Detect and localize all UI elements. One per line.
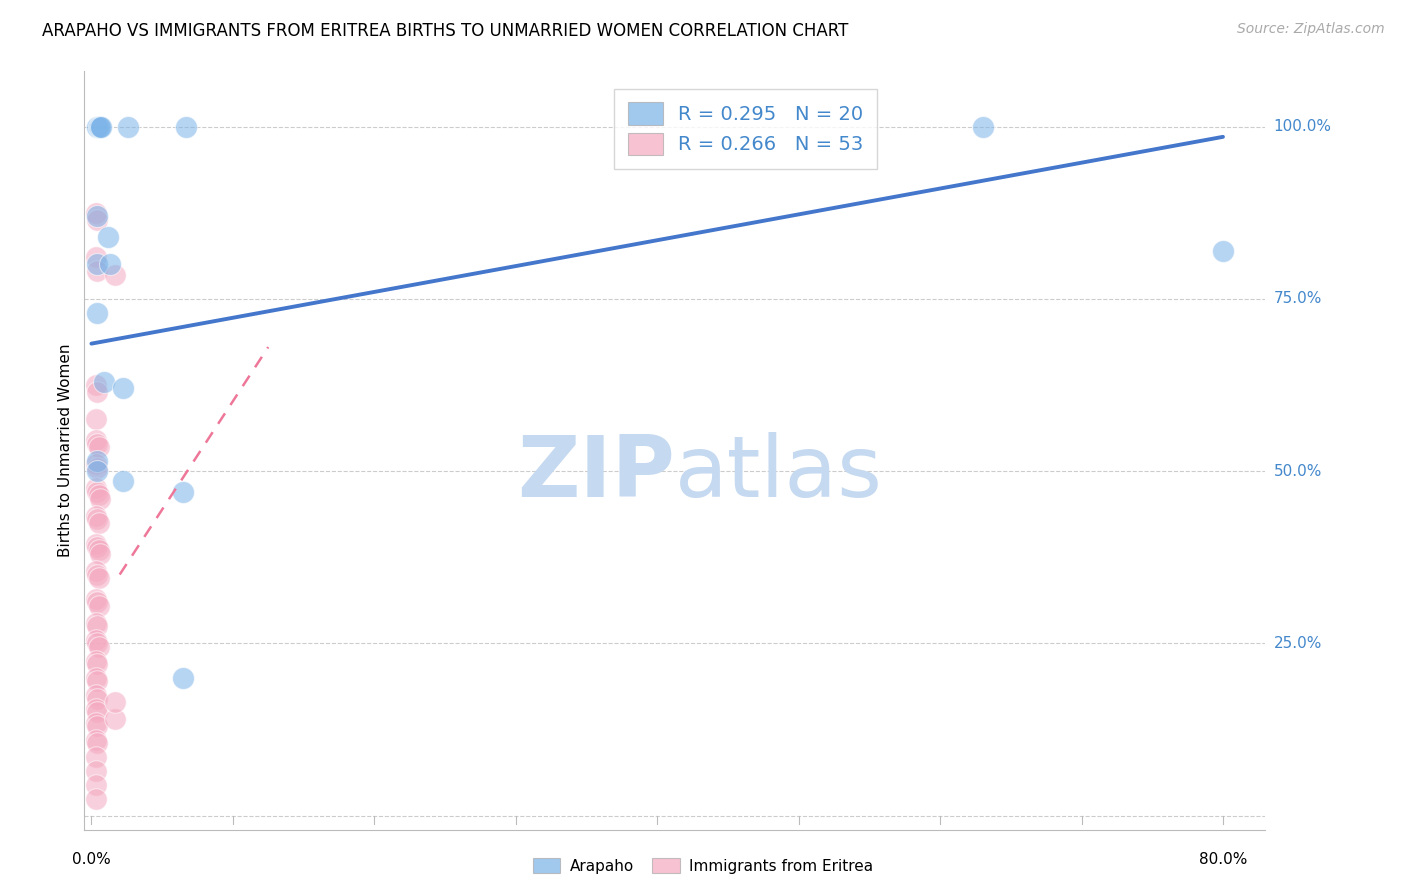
Point bbox=[86, 595, 108, 609]
Point bbox=[89, 120, 111, 134]
Point bbox=[93, 375, 115, 389]
Point bbox=[172, 671, 194, 685]
Point bbox=[86, 436, 108, 450]
Point bbox=[1212, 244, 1234, 258]
Point bbox=[84, 615, 107, 630]
Point bbox=[84, 750, 107, 764]
Point bbox=[84, 591, 107, 606]
Point bbox=[86, 567, 108, 582]
Point bbox=[84, 791, 107, 805]
Point bbox=[87, 640, 110, 654]
Legend: Arapaho, Immigrants from Eritrea: Arapaho, Immigrants from Eritrea bbox=[527, 852, 879, 880]
Point bbox=[84, 251, 107, 265]
Point bbox=[84, 412, 107, 426]
Point bbox=[84, 715, 107, 730]
Point bbox=[86, 512, 108, 526]
Point bbox=[111, 475, 134, 489]
Point bbox=[84, 702, 107, 716]
Point bbox=[87, 599, 110, 613]
Point bbox=[84, 671, 107, 685]
Point bbox=[97, 229, 120, 244]
Point bbox=[104, 695, 127, 709]
Point bbox=[84, 778, 107, 792]
Point bbox=[86, 120, 108, 134]
Point bbox=[86, 460, 108, 475]
Point bbox=[90, 120, 112, 134]
Point bbox=[84, 688, 107, 702]
Point bbox=[86, 464, 108, 478]
Point bbox=[117, 120, 139, 134]
Point bbox=[86, 636, 108, 650]
Point bbox=[84, 482, 107, 496]
Point bbox=[84, 508, 107, 523]
Point bbox=[98, 257, 121, 271]
Point bbox=[86, 719, 108, 733]
Point bbox=[86, 209, 108, 223]
Point bbox=[87, 120, 110, 134]
Point bbox=[86, 454, 108, 468]
Text: Source: ZipAtlas.com: Source: ZipAtlas.com bbox=[1237, 22, 1385, 37]
Point bbox=[84, 536, 107, 550]
Point bbox=[111, 381, 134, 395]
Point bbox=[104, 268, 127, 282]
Point bbox=[86, 619, 108, 633]
Point bbox=[84, 433, 107, 447]
Text: 75.0%: 75.0% bbox=[1274, 292, 1322, 306]
Point bbox=[84, 205, 107, 219]
Point bbox=[972, 120, 994, 134]
Text: 80.0%: 80.0% bbox=[1199, 852, 1247, 867]
Point bbox=[84, 633, 107, 648]
Point bbox=[84, 378, 107, 392]
Text: ARAPAHO VS IMMIGRANTS FROM ERITREA BIRTHS TO UNMARRIED WOMEN CORRELATION CHART: ARAPAHO VS IMMIGRANTS FROM ERITREA BIRTH… bbox=[42, 22, 849, 40]
Point bbox=[104, 712, 127, 726]
Point bbox=[87, 516, 110, 530]
Point bbox=[86, 706, 108, 720]
Point bbox=[87, 440, 110, 454]
Text: 50.0%: 50.0% bbox=[1274, 464, 1322, 479]
Point bbox=[84, 733, 107, 747]
Text: ZIP: ZIP bbox=[517, 432, 675, 515]
Point bbox=[86, 484, 108, 499]
Legend: R = 0.295   N = 20, R = 0.266   N = 53: R = 0.295 N = 20, R = 0.266 N = 53 bbox=[614, 88, 877, 169]
Point bbox=[172, 484, 194, 499]
Text: 25.0%: 25.0% bbox=[1274, 636, 1322, 651]
Point bbox=[89, 547, 111, 561]
Point bbox=[84, 654, 107, 668]
Point bbox=[86, 540, 108, 554]
Point bbox=[86, 674, 108, 689]
Text: 0.0%: 0.0% bbox=[72, 852, 111, 867]
Point bbox=[86, 657, 108, 672]
Text: 100.0%: 100.0% bbox=[1274, 119, 1331, 134]
Point bbox=[87, 488, 110, 502]
Y-axis label: Births to Unmarried Women: Births to Unmarried Women bbox=[58, 343, 73, 558]
Point bbox=[86, 384, 108, 399]
Point bbox=[86, 736, 108, 750]
Point bbox=[86, 264, 108, 278]
Point bbox=[87, 571, 110, 585]
Point bbox=[89, 491, 111, 506]
Point bbox=[174, 120, 197, 134]
Point bbox=[86, 257, 108, 271]
Point bbox=[86, 305, 108, 319]
Text: atlas: atlas bbox=[675, 432, 883, 515]
Point bbox=[84, 457, 107, 471]
Point bbox=[86, 691, 108, 706]
Point bbox=[86, 212, 108, 227]
Point bbox=[87, 543, 110, 558]
Point bbox=[84, 764, 107, 778]
Point bbox=[84, 564, 107, 578]
